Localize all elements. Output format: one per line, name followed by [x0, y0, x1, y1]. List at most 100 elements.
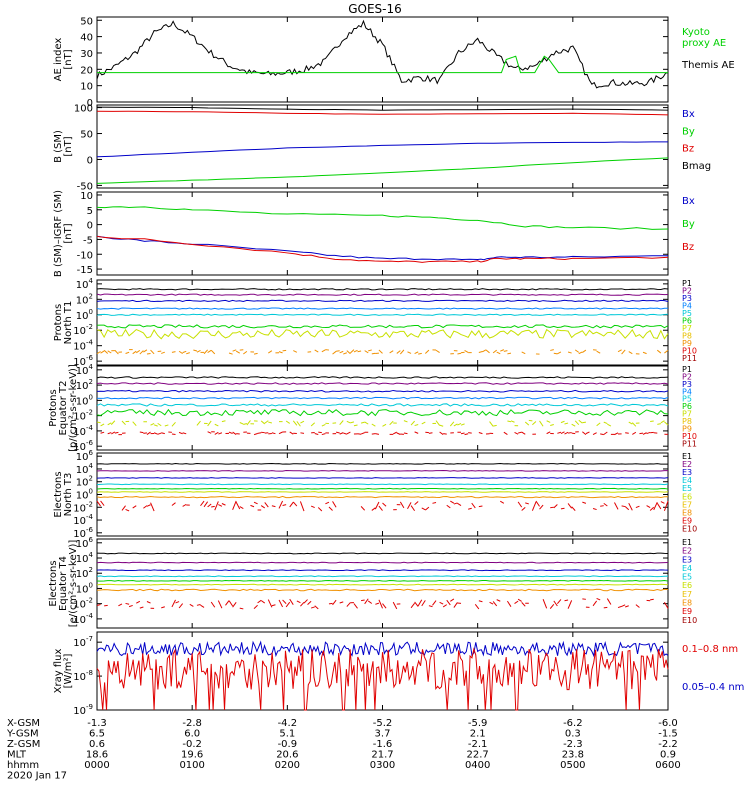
legend-label: E1: [682, 538, 692, 547]
series-pe-P7: [450, 422, 454, 426]
series-ee-E9: [554, 601, 558, 606]
series-en-E9: [600, 506, 604, 507]
series-pn-P9: [343, 353, 347, 354]
series-pe-P7: [361, 422, 365, 423]
series-pe-P7: [461, 424, 465, 425]
series-pe-P7: [261, 421, 265, 424]
series-pe-P10: [101, 432, 105, 433]
series-pe-P7: [457, 423, 461, 425]
series-en-E9: [318, 507, 322, 511]
series-ee-E2: [97, 562, 668, 563]
y-tick-label: -5: [83, 235, 93, 246]
series-en-E9: [329, 507, 333, 511]
axis-row-label: MLT: [7, 750, 27, 761]
series-pn-P9: [136, 350, 140, 352]
series-en-E9: [126, 509, 130, 511]
panel-frame-digrf: [97, 192, 668, 275]
series-pn-P9: [108, 351, 112, 353]
legend-label: E5: [682, 573, 692, 582]
series-ee-E9: [543, 599, 547, 608]
series-ee-E1: [97, 553, 668, 554]
series-pe-P7: [629, 422, 633, 424]
y-tick-label: 20: [80, 65, 93, 76]
series-pn-P9: [179, 351, 183, 353]
axis-row-value: -2.8: [182, 718, 202, 729]
y-axis-label: [p/(cm²-s-sr-keV)]: [68, 364, 79, 452]
series-pe-P7: [383, 424, 387, 426]
series-pn-P9: [568, 352, 572, 353]
series-pe-P7: [436, 421, 440, 426]
series-pe-P7: [490, 422, 494, 427]
series-en-E9: [379, 506, 383, 511]
series-pe-P7: [607, 424, 611, 426]
series-ee-E9: [147, 601, 151, 603]
series-en-E9: [218, 505, 222, 507]
series-ee-E9: [518, 599, 522, 601]
series-pn-P9: [354, 350, 358, 352]
series-pe-P7: [664, 422, 668, 425]
series-ee-E9: [354, 604, 358, 609]
series-ee-E9: [197, 604, 201, 605]
axis-row-value: 0200: [275, 760, 300, 771]
series-pn-P9: [507, 353, 511, 354]
series-pe-P10: [614, 433, 618, 435]
series-pe-P10: [115, 432, 119, 433]
axis-row-value: 22.7: [467, 750, 489, 761]
series-pe-P10: [557, 432, 561, 433]
series-pe-P7: [650, 421, 654, 422]
series-en-E9: [250, 505, 254, 506]
series-pn-P9: [365, 351, 369, 353]
series-en-E9: [415, 501, 419, 504]
series-pe-P7: [243, 424, 247, 425]
axis-row-value: -2.2: [658, 739, 678, 750]
series-xray-0.05–0.4 nm: [97, 649, 668, 710]
series-ee-E9: [286, 602, 290, 607]
series-pe-P7: [547, 421, 551, 423]
series-en-E9: [279, 501, 283, 508]
series-ee-E9: [432, 601, 436, 606]
series-ee-E9: [379, 600, 383, 608]
series-pe-P7: [268, 422, 272, 423]
series-en-E4: [97, 484, 668, 485]
series-pe-P7: [197, 421, 201, 425]
axis-row-value: 20.6: [276, 750, 298, 761]
series-pe-P10: [161, 433, 165, 434]
series-ee-E9: [415, 602, 419, 607]
series-ee-E9: [104, 605, 108, 606]
series-ee-E9: [479, 601, 483, 602]
series-en-E6: [97, 492, 668, 493]
series-en-E9: [311, 506, 315, 507]
series-en-E9: [472, 503, 476, 508]
series-ee-E9: [597, 598, 601, 600]
series-ee-E9: [258, 600, 262, 603]
axis-row-value: 0100: [179, 760, 204, 771]
axis-row-label: hhmm: [7, 760, 39, 771]
legend-label: E2: [682, 547, 692, 556]
series-ee-E9: [126, 603, 130, 604]
series-pn-P9: [126, 352, 130, 353]
series-digrf-By: [97, 207, 668, 230]
series-pe-P10: [158, 433, 162, 434]
series-en-E9: [625, 506, 629, 509]
series-en-E9: [593, 508, 597, 509]
axis-row-value: 21.7: [371, 750, 393, 761]
series-pe-P10: [643, 433, 647, 435]
y-tick-label: 10-9: [73, 703, 93, 717]
series-pe-P7: [415, 425, 419, 426]
series-pe-P7: [122, 421, 126, 425]
series-en-E9: [101, 501, 105, 506]
series-ee-E9: [129, 605, 133, 606]
series-pe-P7: [297, 421, 301, 426]
series-pe-P10: [172, 434, 176, 435]
panel-frame-en: [97, 453, 668, 536]
axis-row-value: -2.1: [468, 739, 488, 750]
legend-label: E10: [682, 525, 697, 534]
series-en-E3: [97, 478, 668, 479]
series-ee-E9: [361, 600, 365, 601]
series-ee-E9: [304, 600, 308, 604]
series-ee-E9: [593, 601, 597, 606]
series-pe-P10: [479, 432, 483, 433]
series-en-E9: [582, 502, 586, 503]
series-pn-P9: [493, 350, 497, 353]
